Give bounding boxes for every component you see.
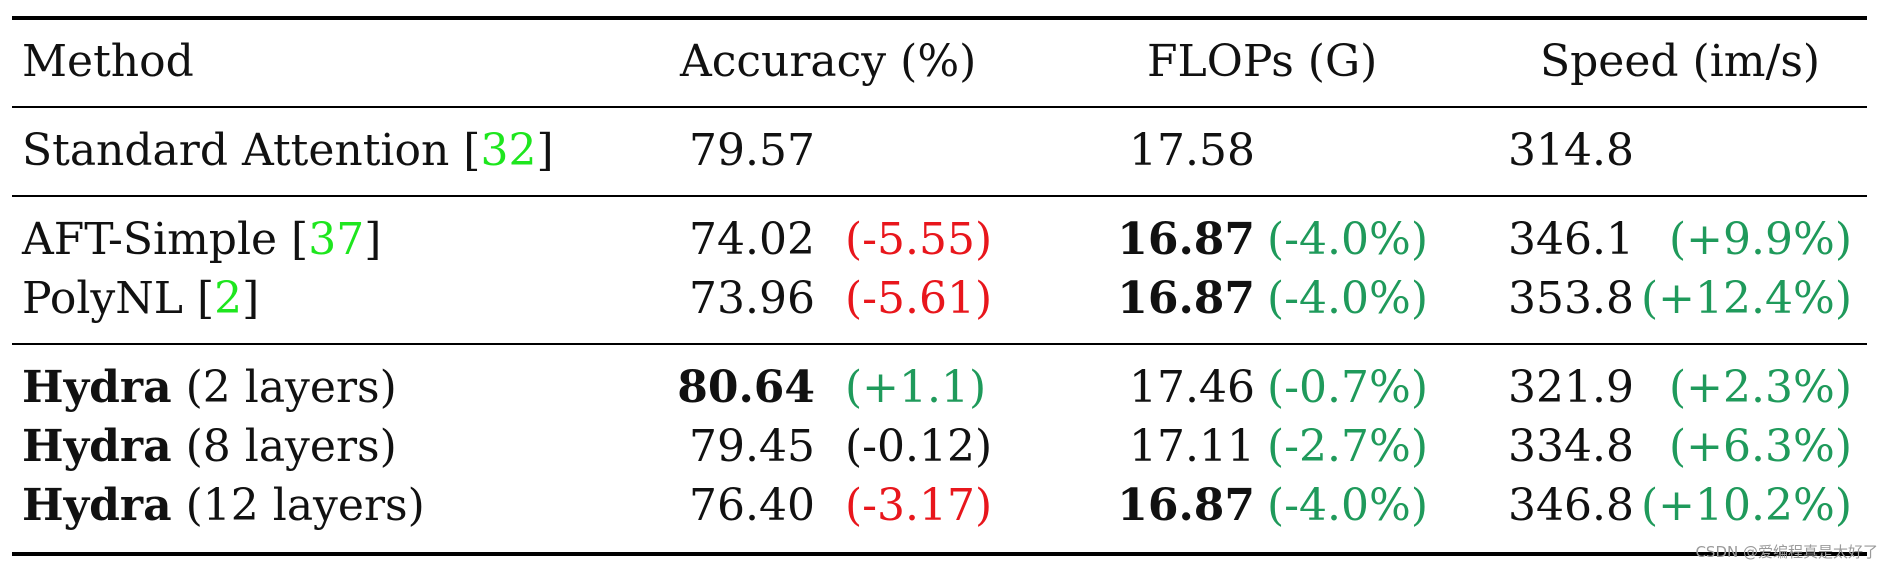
method-name: Hydra xyxy=(22,362,172,413)
speed-delta: (+10.2%) xyxy=(1641,480,1852,531)
method-cell: Hydra (8 layers) xyxy=(22,417,397,477)
baseline-rule xyxy=(12,195,1867,197)
flops-value: 17.11 xyxy=(1129,421,1255,472)
speed-delta: (+12.4%) xyxy=(1641,273,1852,324)
header-flops: FLOPs (G) xyxy=(1147,36,1378,87)
speed-delta: (+9.9%) xyxy=(1669,214,1852,265)
accuracy-value: 73.96 xyxy=(689,273,815,324)
accuracy-delta: (+1.1) xyxy=(845,362,987,413)
table-row: Standard Attention [32] 79.57 17.58 314.… xyxy=(0,121,1892,181)
accuracy-delta: (-3.17) xyxy=(845,480,993,531)
accuracy-delta: (-0.12) xyxy=(845,421,993,472)
flops-value: 16.87 xyxy=(1117,273,1255,324)
accuracy-value: 80.64 xyxy=(677,362,815,413)
speed-value: 346.1 xyxy=(1508,214,1634,265)
accuracy-value: 79.45 xyxy=(689,421,815,472)
method-name: Hydra xyxy=(22,480,172,531)
flops-delta: (-4.0%) xyxy=(1267,214,1428,265)
citation-link[interactable]: 2 xyxy=(214,273,243,324)
speed-value: 353.8 xyxy=(1508,273,1634,324)
header-rule xyxy=(12,106,1867,108)
watermark-text: CSDN @爱编程真是太好了 xyxy=(1695,543,1878,561)
flops-delta: (-2.7%) xyxy=(1267,421,1428,472)
table-row: Hydra (8 layers) 79.45 (-0.12) 17.11 (-2… xyxy=(0,417,1892,477)
flops-delta: (-4.0%) xyxy=(1267,480,1428,531)
accuracy-delta: (-5.61) xyxy=(845,273,993,324)
speed-value: 314.8 xyxy=(1508,125,1634,176)
accuracy-value: 74.02 xyxy=(689,214,815,265)
accuracy-delta: (-5.55) xyxy=(845,214,993,265)
method-cell: PolyNL [2] xyxy=(22,273,260,324)
speed-value: 346.8 xyxy=(1508,480,1634,531)
method-cell: Standard Attention [32] xyxy=(22,125,554,176)
flops-value: 16.87 xyxy=(1117,480,1255,531)
citation-link[interactable]: 32 xyxy=(480,125,537,176)
competitors-rule xyxy=(12,343,1867,345)
method-name: AFT-Simple xyxy=(22,214,278,265)
bottom-rule xyxy=(12,552,1867,556)
header-method: Method xyxy=(22,36,194,87)
accuracy-value: 76.40 xyxy=(689,480,815,531)
method-suffix: (2 layers) xyxy=(185,362,397,413)
flops-value: 16.87 xyxy=(1117,214,1255,265)
flops-value: 17.58 xyxy=(1129,125,1255,176)
table-header: Method Accuracy (%) FLOPs (G) Speed (im/… xyxy=(0,32,1892,92)
table-row: PolyNL [2] 73.96 (-5.61) 16.87 (-4.0%) 3… xyxy=(0,269,1892,329)
flops-value: 17.46 xyxy=(1129,362,1255,413)
flops-delta: (-4.0%) xyxy=(1267,273,1428,324)
accuracy-value: 79.57 xyxy=(689,125,815,176)
header-accuracy: Accuracy (%) xyxy=(680,36,977,87)
header-speed: Speed (im/s) xyxy=(1540,36,1821,87)
table-row: AFT-Simple [37] 74.02 (-5.55) 16.87 (-4.… xyxy=(0,210,1892,270)
citation-link[interactable]: 37 xyxy=(308,214,365,265)
speed-value: 321.9 xyxy=(1508,362,1634,413)
method-cell: Hydra (2 layers) xyxy=(22,358,397,418)
method-name: Hydra xyxy=(22,421,172,472)
method-suffix: (12 layers) xyxy=(185,480,425,531)
table-row: Hydra (2 layers) 80.64 (+1.1) 17.46 (-0.… xyxy=(0,358,1892,418)
method-suffix: (8 layers) xyxy=(185,421,397,472)
speed-delta: (+6.3%) xyxy=(1669,421,1852,472)
speed-delta: (+2.3%) xyxy=(1669,362,1852,413)
top-rule xyxy=(12,16,1867,20)
method-cell: Hydra (12 layers) xyxy=(22,476,425,536)
method-cell: AFT-Simple [37] xyxy=(22,214,382,265)
speed-value: 334.8 xyxy=(1508,421,1634,472)
flops-delta: (-0.7%) xyxy=(1267,362,1428,413)
method-name: Standard Attention xyxy=(22,125,450,176)
method-name: PolyNL xyxy=(22,273,183,324)
table-row: Hydra (12 layers) 76.40 (-3.17) 16.87 (-… xyxy=(0,476,1892,536)
